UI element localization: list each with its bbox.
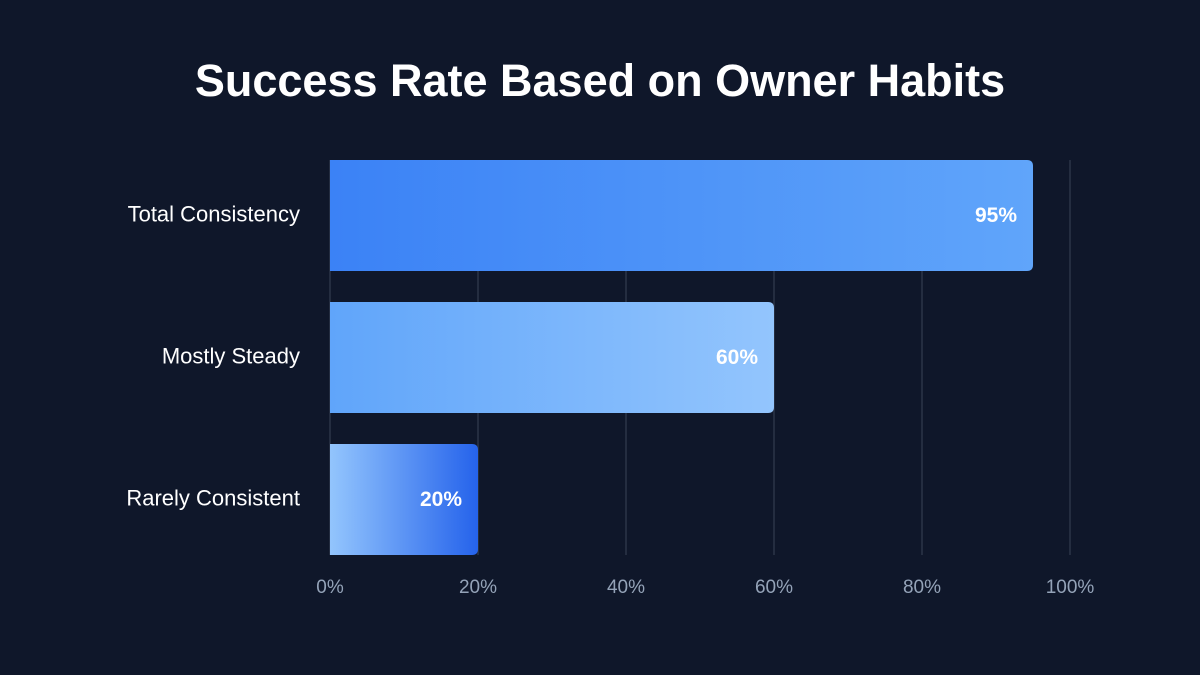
x-tick-label: 100% [1046, 577, 1095, 598]
x-tick-label: 20% [459, 577, 497, 598]
value-label: 20% [420, 488, 462, 511]
category-label: Rarely Consistent [126, 485, 300, 510]
category-label: Total Consistency [128, 201, 300, 226]
x-tick-label: 60% [755, 577, 793, 598]
x-tick-label: 80% [903, 577, 941, 598]
bar [330, 444, 478, 555]
x-tick-label: 0% [316, 577, 344, 598]
chart-title: Success Rate Based on Owner Habits [195, 55, 1005, 106]
value-label: 60% [716, 346, 758, 369]
bar [330, 302, 774, 413]
bar [330, 160, 1033, 271]
x-tick-label: 40% [607, 577, 645, 598]
category-label: Mostly Steady [162, 343, 300, 368]
value-label: 95% [975, 204, 1017, 227]
